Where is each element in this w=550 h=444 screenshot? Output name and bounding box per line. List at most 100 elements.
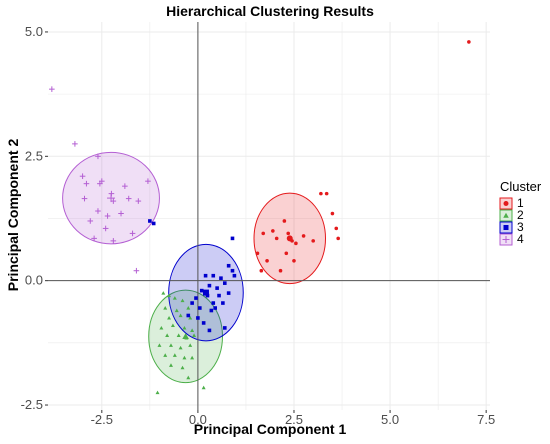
x-axis-title: Principal Component 1 <box>194 421 347 437</box>
x-tick-label: 0.0 <box>189 412 207 427</box>
data-point-cluster-4 <box>91 235 97 242</box>
data-point-cluster-1 <box>261 231 266 236</box>
data-point-cluster-3 <box>207 328 212 333</box>
data-point-cluster-3 <box>223 281 227 285</box>
data-point-cluster-1 <box>467 40 471 44</box>
data-point-cluster-3 <box>215 286 219 290</box>
data-point-cluster-1 <box>294 241 298 246</box>
data-point-cluster-4 <box>72 141 78 147</box>
data-point-cluster-4 <box>145 178 151 184</box>
y-tick-label: -2.5 <box>21 397 43 412</box>
data-point-cluster-1 <box>334 226 339 231</box>
data-point-cluster-4 <box>95 153 101 160</box>
data-point-cluster-4 <box>129 230 136 237</box>
data-point-cluster-2 <box>180 298 185 303</box>
data-point-cluster-2 <box>172 353 177 357</box>
data-point-cluster-2 <box>169 343 173 347</box>
data-point-cluster-4 <box>125 195 132 202</box>
data-point-cluster-1 <box>255 251 260 256</box>
data-point-cluster-2 <box>188 315 193 320</box>
data-point-cluster-1 <box>292 258 296 263</box>
data-point-cluster-4 <box>122 183 128 189</box>
data-point-cluster-2 <box>178 345 183 350</box>
data-point-cluster-3 <box>226 263 231 268</box>
cluster-center-3 <box>202 289 209 296</box>
data-point-cluster-1 <box>324 191 329 196</box>
legend-marker-1 <box>503 201 509 206</box>
data-point-cluster-2 <box>155 390 160 395</box>
data-point-cluster-2 <box>182 325 187 330</box>
legend-marker-2 <box>503 212 509 218</box>
x-tick-label: 5.0 <box>381 412 399 427</box>
data-point-cluster-1 <box>301 234 306 238</box>
legend-label-3: 3 <box>517 220 524 234</box>
data-point-cluster-3 <box>217 293 221 298</box>
data-point-cluster-2 <box>182 355 187 360</box>
data-point-cluster-1 <box>311 239 316 243</box>
data-point-cluster-3 <box>213 306 217 310</box>
data-point-cluster-3 <box>198 306 202 310</box>
data-point-cluster-4 <box>95 208 101 214</box>
data-point-cluster-3 <box>196 316 200 320</box>
data-point-cluster-4 <box>135 198 142 204</box>
data-point-cluster-1 <box>274 236 279 241</box>
data-point-cluster-4 <box>133 267 140 274</box>
axis-ticks: -2.5 0.0 2.5 5.0 7.5 -2.5 0.0 2.5 5.0 <box>21 24 496 427</box>
data-point-cluster-1 <box>271 229 275 233</box>
data-point-cluster-1 <box>330 211 335 216</box>
data-point-cluster-1 <box>336 236 340 241</box>
data-point-cluster-4 <box>102 225 109 232</box>
legend-title: Cluster <box>500 179 542 194</box>
data-point-cluster-2 <box>167 315 172 320</box>
data-point-cluster-3 <box>194 296 198 300</box>
data-point-cluster-4 <box>110 238 117 244</box>
data-point-cluster-4 <box>49 86 55 92</box>
legend-label-2: 2 <box>517 208 524 222</box>
data-point-cluster-2 <box>190 328 195 332</box>
data-point-cluster-2 <box>180 365 185 370</box>
data-point-cluster-3 <box>209 308 214 313</box>
data-point-cluster-3 <box>203 273 208 278</box>
cluster-center-2 <box>182 333 189 340</box>
y-tick-label: 2.5 <box>25 148 43 163</box>
data-point-cluster-2 <box>190 355 195 360</box>
data-point-cluster-2 <box>186 306 191 310</box>
data-point-cluster-2 <box>186 375 191 380</box>
data-point-cluster-3 <box>201 321 206 325</box>
data-point-cluster-2 <box>176 333 181 337</box>
data-point-cluster-4 <box>118 210 124 217</box>
data-point-cluster-2 <box>174 308 179 313</box>
data-point-cluster-2 <box>165 333 170 337</box>
data-point-cluster-2 <box>192 333 197 337</box>
cluster-center-4 <box>107 194 116 203</box>
data-point-cluster-3 <box>186 313 191 318</box>
data-point-cluster-1 <box>259 268 264 273</box>
data-point-cluster-3 <box>207 283 212 288</box>
data-point-cluster-2 <box>167 293 172 298</box>
data-point-cluster-2 <box>159 325 164 330</box>
data-point-cluster-4 <box>97 180 103 187</box>
data-point-cluster-3 <box>151 221 156 226</box>
data-point-cluster-2 <box>178 313 183 318</box>
data-point-cluster-3 <box>190 301 194 305</box>
data-point-cluster-3 <box>230 236 235 241</box>
legend-marker-3 <box>503 225 509 230</box>
data-point-cluster-2 <box>157 343 162 347</box>
data-point-cluster-4 <box>104 213 111 219</box>
data-point-cluster-4 <box>81 195 88 202</box>
cluster-center-1 <box>286 235 293 242</box>
data-point-cluster-3 <box>223 326 227 330</box>
x-tick-label: 7.5 <box>477 412 495 427</box>
data-point-cluster-2 <box>163 353 168 357</box>
data-point-cluster-3 <box>219 276 223 280</box>
data-point-cluster-2 <box>170 323 175 328</box>
reference-lines <box>48 22 490 410</box>
data-point-cluster-2 <box>201 385 206 390</box>
x-tick-label: -2.5 <box>91 412 113 427</box>
y-tick-label: 5.0 <box>25 24 43 39</box>
data-point-cluster-4 <box>87 218 94 224</box>
legend-label-1: 1 <box>517 196 524 210</box>
data-point-cluster-4 <box>79 173 86 180</box>
y-tick-label: 0.0 <box>25 273 43 288</box>
